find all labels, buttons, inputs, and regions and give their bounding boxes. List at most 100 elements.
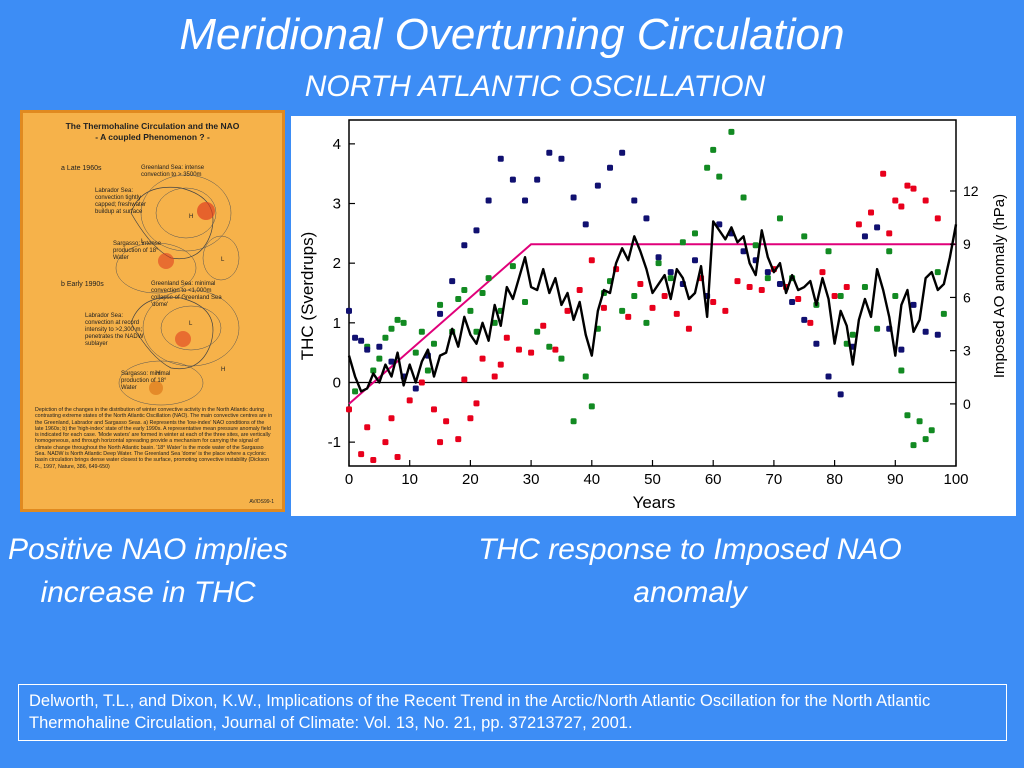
green-point — [904, 412, 911, 419]
red-point — [358, 451, 365, 458]
poster-map-a-low1: L — [141, 239, 145, 245]
green-point — [473, 328, 480, 335]
poster-map-b-high1: H — [156, 371, 160, 377]
red-point — [346, 406, 352, 413]
navy-point — [546, 149, 553, 156]
x-tick-label: 20 — [462, 471, 479, 488]
red-point — [637, 281, 644, 288]
x-axis-label: Years — [633, 493, 676, 512]
red-point — [394, 454, 401, 461]
y-tick-label: 2 — [333, 255, 341, 272]
poster-title: The Thermohaline Circulation and the NAO… — [23, 121, 282, 143]
red-point — [388, 415, 395, 422]
navy-point — [522, 197, 529, 204]
navy-point — [558, 155, 565, 162]
right-caption: THC response to Imposed NAO anomaly — [478, 533, 902, 609]
red-point — [576, 287, 583, 294]
red-point — [406, 397, 413, 404]
green-point — [491, 319, 498, 326]
green-point — [910, 442, 917, 449]
red-point — [491, 373, 498, 380]
y-tick-label: -1 — [328, 434, 341, 451]
thc-line — [347, 220, 958, 393]
navy-point — [473, 227, 480, 234]
green-point — [394, 316, 401, 323]
green-point — [534, 328, 541, 335]
green-point — [934, 269, 941, 276]
green-point — [825, 248, 832, 255]
red-point — [922, 197, 929, 204]
green-point — [776, 215, 783, 222]
green-point — [643, 319, 650, 326]
green-point — [352, 388, 359, 395]
poster-map-b-high2: H — [221, 367, 225, 373]
red-point — [473, 400, 480, 407]
green-point — [861, 284, 868, 291]
green-point — [922, 436, 929, 443]
poster-panel-b-labrador: Labrador Sea: convection at record inten… — [85, 313, 144, 347]
navy-point — [582, 221, 589, 228]
green-point — [582, 373, 589, 380]
red-point — [758, 287, 765, 294]
navy-point — [643, 215, 650, 222]
navy-point — [607, 164, 614, 171]
red-point — [795, 295, 802, 302]
navy-point — [594, 182, 601, 189]
green-point — [691, 230, 698, 237]
y2-tick-label: 3 — [963, 343, 971, 359]
x-tick-label: 100 — [943, 471, 968, 488]
red-point — [892, 197, 899, 204]
red-point — [746, 284, 753, 291]
poster-panel-a-greenland: Greenland Sea: intense convection to > 3… — [141, 165, 205, 178]
navy-point — [352, 334, 359, 341]
green-point — [874, 325, 881, 332]
y-tick-label: 0 — [333, 374, 341, 391]
x-tick-label: 0 — [345, 471, 353, 488]
y2-tick-label: 12 — [963, 183, 979, 199]
navy-point — [534, 176, 541, 183]
green-point — [886, 248, 893, 255]
poster-map-a-low2: L — [221, 257, 225, 263]
green-point — [558, 355, 565, 362]
red-point — [710, 298, 717, 305]
poster-panel-b-greenland: Greenland Sea: minimal convection to <1,… — [151, 281, 222, 308]
navy-point — [388, 358, 395, 365]
green-point — [764, 275, 771, 282]
navy-point — [691, 257, 698, 264]
thc-chart: 0 10 20 30 40 50 60 70 80 90 100 -1 0 1 2 3 4 0 3 6 9 12 Year… — [291, 116, 1016, 516]
green-point — [631, 292, 638, 299]
green-point — [467, 307, 474, 314]
poster-map-b-low: L — [189, 321, 193, 327]
red-point — [437, 439, 444, 446]
navy-point — [619, 149, 626, 156]
navy-point — [837, 391, 844, 398]
navy-point — [449, 278, 456, 285]
navy-point — [716, 221, 723, 228]
red-point — [515, 346, 522, 353]
red-point — [382, 439, 389, 446]
red-point — [734, 278, 741, 285]
green-point — [619, 307, 626, 314]
navy-point — [570, 194, 577, 201]
navy-point — [655, 254, 662, 261]
green-point — [801, 233, 808, 240]
red-point — [600, 304, 607, 311]
red-point — [673, 310, 680, 317]
navy-point — [437, 310, 444, 317]
red-point — [552, 346, 559, 353]
nao-poster-image: The Thermohaline Circulation and the NAO… — [20, 110, 285, 512]
y-tick-label: 3 — [333, 196, 341, 213]
red-point — [461, 376, 468, 383]
red-point — [455, 436, 462, 443]
red-point — [418, 379, 425, 386]
red-point — [898, 203, 905, 210]
navy-point — [764, 269, 771, 276]
x-tick-label: 30 — [523, 471, 540, 488]
green-point — [424, 367, 431, 374]
red-point — [843, 284, 850, 291]
poster-description: Depiction of the changes in the distribu… — [35, 407, 273, 470]
green-point — [546, 343, 553, 350]
red-point — [625, 313, 632, 320]
x-tick-label: 10 — [401, 471, 418, 488]
